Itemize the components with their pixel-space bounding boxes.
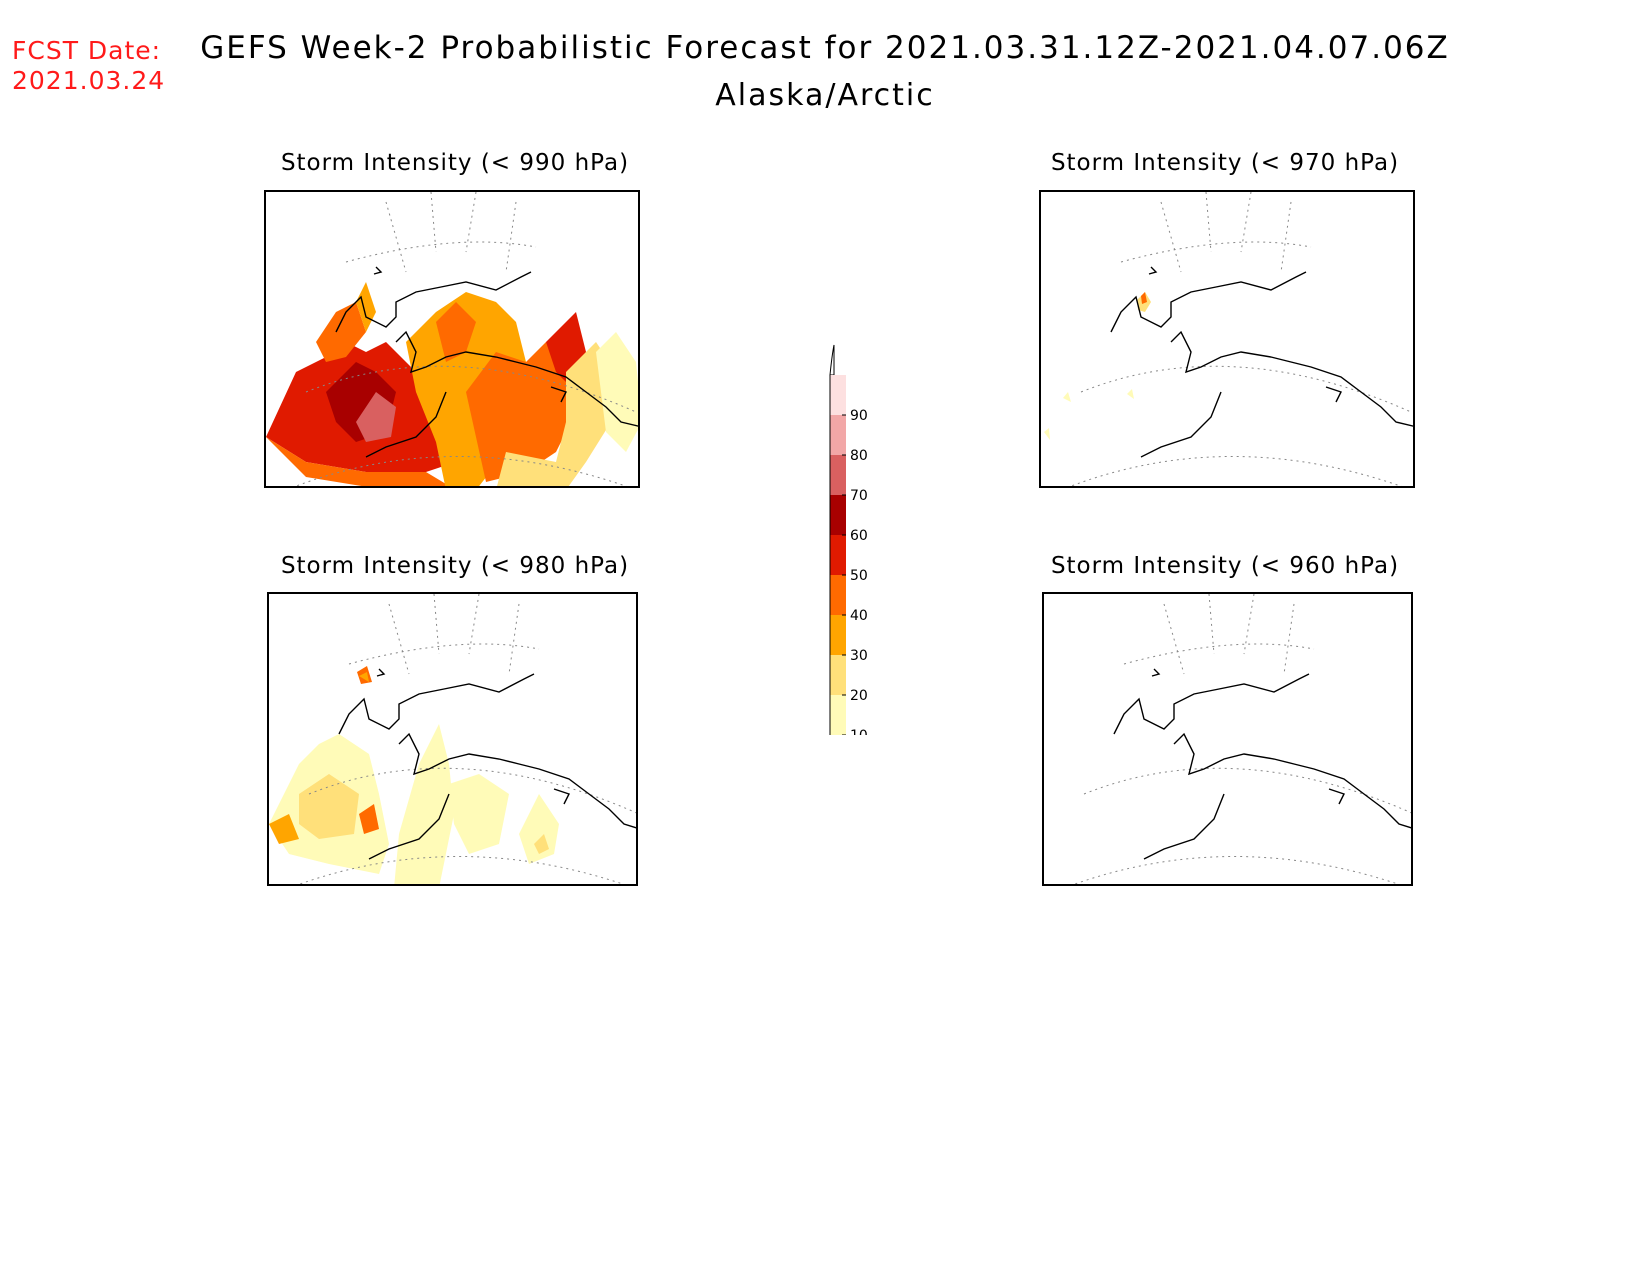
colorbar-label: 90 xyxy=(850,408,868,424)
shading-970 xyxy=(1044,292,1151,440)
map-990 xyxy=(266,192,638,486)
coastline-960 xyxy=(1113,668,1411,860)
colorbar-swatch xyxy=(830,535,846,575)
coastline-980 xyxy=(338,668,636,860)
colorbar-label: 10 xyxy=(850,728,868,735)
page-subtitle: Alaska/Arctic xyxy=(715,78,935,113)
panel-title-980: Storm Intensity (< 980 hPa) xyxy=(280,553,630,579)
colorbar-swatch xyxy=(830,455,846,495)
colorbar-swatch xyxy=(830,615,846,655)
map-980 xyxy=(269,594,636,884)
forecast-date: FCST Date: 2021.03.24 xyxy=(12,36,165,96)
map-panel-960 xyxy=(1042,592,1413,886)
colorbar-svg: 10 20 30 40 50 60 70 80 90 xyxy=(829,344,868,766)
colorbar-label: 80 xyxy=(850,448,868,464)
map-panel-980 xyxy=(267,592,638,886)
coastline-970 xyxy=(1110,266,1413,458)
colorbar: 10 20 30 40 50 60 70 80 90 xyxy=(820,335,880,766)
colorbar-label: 70 xyxy=(850,488,868,504)
colorbar-swatch xyxy=(830,575,846,615)
forecast-date-value: 2021.03.24 xyxy=(12,66,166,95)
graticule-970 xyxy=(1070,192,1412,486)
colorbar-label: 60 xyxy=(850,528,868,544)
panel-title-990: Storm Intensity (< 990 hPa) xyxy=(280,150,630,176)
panel-title-960: Storm Intensity (< 960 hPa) xyxy=(1050,553,1400,579)
panel-title-970: Storm Intensity (< 970 hPa) xyxy=(1050,150,1400,176)
colorbar-top-arrow xyxy=(829,344,835,376)
forecast-date-label: FCST Date: xyxy=(12,36,162,65)
coastline-990 xyxy=(335,266,638,458)
map-970 xyxy=(1044,192,1413,486)
colorbar-swatch xyxy=(830,495,846,535)
shading-980 xyxy=(269,666,559,884)
colorbar-swatch xyxy=(830,655,846,695)
colorbar-swatch xyxy=(830,415,846,455)
shading-990 xyxy=(266,282,638,486)
map-960 xyxy=(1073,594,1411,884)
graticule-960 xyxy=(1073,594,1411,884)
colorbar-label: 50 xyxy=(850,568,868,584)
colorbar-swatch xyxy=(830,375,846,415)
colorbar-label: 20 xyxy=(850,688,868,704)
graticule-980 xyxy=(298,594,636,884)
colorbar-label: 30 xyxy=(850,648,868,664)
colorbar-swatch xyxy=(830,695,846,735)
colorbar-label: 40 xyxy=(850,608,868,624)
page-title: GEFS Week-2 Probabilistic Forecast for 2… xyxy=(200,30,1450,66)
map-panel-990 xyxy=(264,190,640,488)
graticule-990 xyxy=(295,192,637,486)
map-panel-970 xyxy=(1039,190,1415,488)
